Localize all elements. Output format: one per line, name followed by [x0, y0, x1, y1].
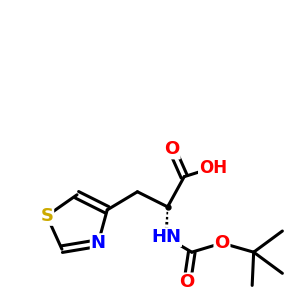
Text: O: O [180, 273, 195, 291]
Text: S: S [40, 207, 53, 225]
Text: N: N [91, 234, 106, 252]
Text: OH: OH [199, 159, 227, 177]
Text: O: O [165, 140, 180, 159]
Text: HN: HN [151, 228, 181, 246]
Text: O: O [214, 234, 230, 252]
